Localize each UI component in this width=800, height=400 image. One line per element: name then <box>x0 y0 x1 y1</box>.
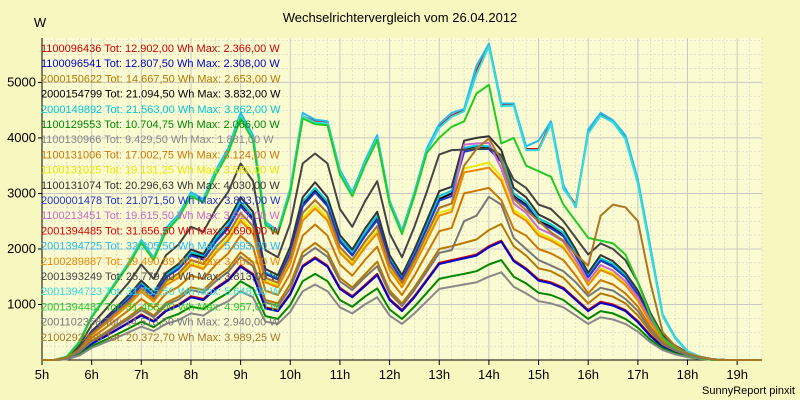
legend-entry-3: 2000150622 Tot: 14.667,50 Wh Max: 2.653,… <box>41 73 281 85</box>
plot-area: 5h 6h 7h 8h 9h 10h 11h 12h 13h 14h 15h 16h 17h 18h 19h… <box>7 38 763 382</box>
x-tick-label: 8h <box>184 367 198 382</box>
legend-entry-17: 2001394723 Tot: 31.735,50 Wh Max: 5.648,… <box>41 286 281 298</box>
series-line-7 <box>42 271 762 361</box>
x-tick-label: 18h <box>677 367 699 382</box>
legend-entry-19: 2001102358 Tot: 14.513,50 Wh Max: 2.940,… <box>41 317 280 329</box>
y-tick-label: 4000 <box>7 130 36 145</box>
legend-entry-16: 2001393249 Tot: 25.779,50 Wh Max: 3.813,… <box>41 271 281 283</box>
series-line-19 <box>42 195 762 361</box>
series-line-11 <box>42 148 762 361</box>
legend-entry-5: 2000149892 Tot: 21.563,00 Wh Max: 3.862,… <box>41 104 281 116</box>
y-axis-unit-label: W <box>34 15 47 30</box>
x-tick-label: 16h <box>577 367 599 382</box>
x-tick-label: 10h <box>279 367 301 382</box>
legend-entry-15: 2100289887 Tot: 19.490,89 Wh Max: 3.465,… <box>41 256 281 268</box>
legend-entry-4: 2000154799 Tot: 21.094,50 Wh Max: 3.832,… <box>41 89 281 101</box>
legend-entry-11: 2000001478 Tot: 21.071,50 Wh Max: 3.803,… <box>41 195 281 207</box>
chart-title: Wechselrichtervergleich vom 26.04.2012 <box>283 10 518 25</box>
series-line-10 <box>42 135 762 361</box>
series-line-15 <box>42 166 762 361</box>
x-tick-label: 9h <box>233 367 247 382</box>
x-tick-label: 12h <box>379 367 401 382</box>
legend-entry-12: 1100213451 Tot: 19.615,50 Wh Max: 3.917,… <box>41 210 280 222</box>
x-tick-label: 6h <box>84 367 98 382</box>
footer-credit: SunnyReport pinxit <box>702 385 795 397</box>
legend-entry-7: 1100130966 Tot: 9.429,50 Wh Max: 1.881,0… <box>41 134 274 146</box>
legend-entry-8: 1100131006 Tot: 17.002,75 Wh Max: 3.124,… <box>41 149 280 161</box>
legend-entry-6: 1100129553 Tot: 10.704,75 Wh Max: 2.066,… <box>41 119 280 131</box>
series-line-3 <box>42 223 762 361</box>
legend-entry-20: 2100292358 Tot: 20.372,70 Wh Max: 3.989,… <box>41 332 281 344</box>
series-line-20 <box>42 137 762 361</box>
legend-entry-9: 1100131025 Tot: 19.131,25 Wh Max: 3.586,… <box>41 165 280 177</box>
x-tick-label: 14h <box>478 367 500 382</box>
series-line-2 <box>42 240 762 361</box>
legend-entry-14: 2001394725 Tot: 32.205,50 Wh Max: 5.693,… <box>41 241 281 253</box>
x-tick-label: 17h <box>627 367 649 382</box>
legend-entry-2: 1100096541 Tot: 12.807,50 Wh Max: 2.308,… <box>41 58 280 70</box>
series-line-18 <box>42 83 762 361</box>
series-line-8 <box>42 186 762 361</box>
x-tick-label: 15h <box>528 367 550 382</box>
y-tick-label: 2000 <box>7 241 36 256</box>
x-tick-label: 11h <box>330 367 351 382</box>
x-tick-label: 19h <box>726 367 748 382</box>
y-tick-label: 3000 <box>7 185 36 200</box>
legend-entry-13: 2001394485 Tot: 31.656,50 Wh Max: 5.690,… <box>41 225 281 237</box>
y-tick-label: 5000 <box>7 74 36 89</box>
series-line-6 <box>42 259 762 361</box>
legend-entry-1: 1100096436 Tot: 12.902,00 Wh Max: 2.366,… <box>41 43 280 55</box>
legend-entry-18: 2001394487 Tot: 31.463,00 Wh Max: 4.957,… <box>41 301 281 313</box>
x-tick-label: 7h <box>134 367 148 382</box>
y-tick-label: 1000 <box>7 296 36 311</box>
legend-entry-10: 1100131074 Tot: 20.296,63 Wh Max: 4.030,… <box>41 180 280 192</box>
x-tick-label: 5h <box>35 367 49 382</box>
x-tick-label: 13h <box>428 367 450 382</box>
